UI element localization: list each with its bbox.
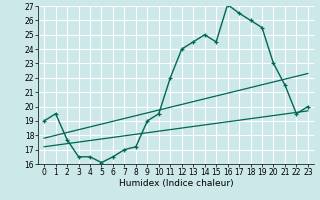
X-axis label: Humidex (Indice chaleur): Humidex (Indice chaleur): [119, 179, 233, 188]
